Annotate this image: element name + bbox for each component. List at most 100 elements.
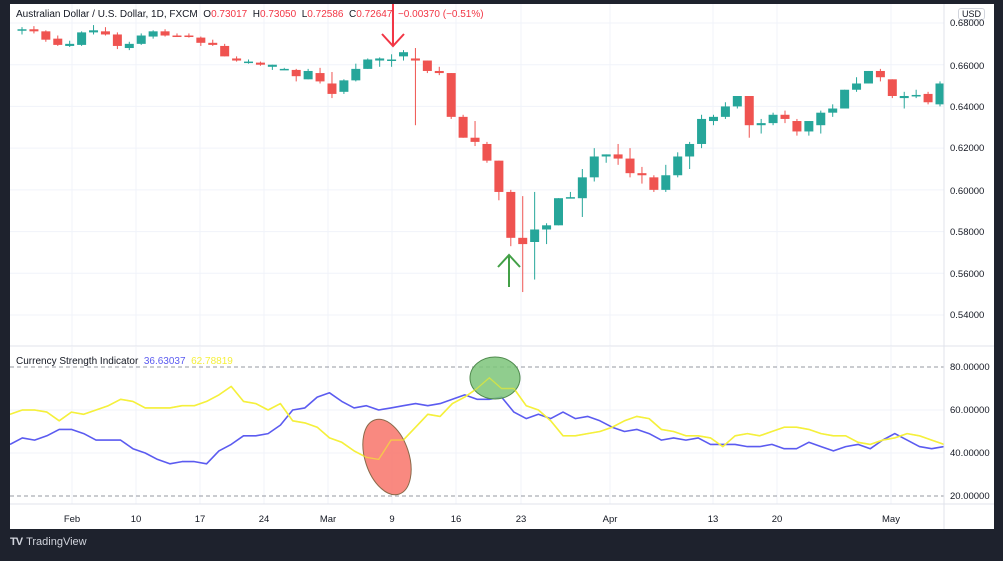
- symbol-title[interactable]: Australian Dollar / U.S. Dollar, 1D, FXC…: [16, 9, 198, 20]
- candle-body: [267, 64, 277, 67]
- candle-body: [792, 121, 802, 132]
- indicator-value-2: 62.78819: [191, 356, 233, 367]
- time-tick: 24: [258, 514, 270, 525]
- candle-body: [697, 118, 707, 144]
- candle-body: [112, 34, 122, 46]
- price-tick: 0.68000: [950, 18, 985, 29]
- time-tick: Feb: [63, 514, 81, 525]
- candle-body: [625, 158, 635, 174]
- chart-canvas[interactable]: [10, 4, 994, 529]
- candle-body: [518, 237, 528, 245]
- candle-body: [244, 61, 254, 64]
- indicator-title[interactable]: Currency Strength Indicator: [16, 356, 139, 367]
- candle-body: [148, 31, 158, 37]
- time-tick: 20: [771, 514, 783, 525]
- indicator-tick: 40.00000: [950, 448, 990, 459]
- candle-body: [446, 73, 456, 117]
- candle-body: [208, 42, 218, 45]
- candle-body: [470, 137, 480, 142]
- candle-body: [649, 177, 659, 190]
- candle-body: [160, 31, 170, 36]
- candle-body: [279, 68, 289, 71]
- candle-body: [875, 70, 885, 78]
- candle-body: [708, 116, 718, 122]
- time-tick: 23: [515, 514, 527, 525]
- price-tick: 0.56000: [950, 269, 985, 280]
- candle-body: [887, 79, 897, 96]
- candle-body: [77, 32, 87, 45]
- candle-body: [852, 83, 862, 90]
- candle-body: [387, 59, 397, 61]
- candlestick-series: [17, 25, 945, 293]
- candle-body: [923, 93, 933, 103]
- time-tick: Mar: [319, 514, 337, 525]
- candle-body: [553, 198, 563, 226]
- candle-body: [899, 96, 909, 99]
- candle-body: [935, 83, 945, 105]
- time-tick: 10: [130, 514, 142, 525]
- price-tick: 0.66000: [950, 61, 985, 72]
- candle-body: [685, 143, 695, 157]
- candle-body: [255, 62, 265, 65]
- footer-brand[interactable]: TV TradingView: [10, 536, 87, 548]
- candle-body: [565, 197, 575, 199]
- indicator-tick: 20.00000: [950, 491, 990, 502]
- low-value: 0.72586: [307, 9, 344, 20]
- indicator-tick: 80.00000: [950, 362, 990, 373]
- price-tick: 0.54000: [950, 310, 985, 321]
- time-tick: 17: [194, 514, 206, 525]
- candle-body: [530, 229, 540, 242]
- indicator-line-overlay: [10, 376, 945, 461]
- candle-body: [89, 30, 99, 33]
- indicator-value-1: 36.63037: [143, 356, 186, 367]
- candle-body: [220, 45, 230, 57]
- candle-body: [482, 143, 492, 161]
- candle-body: [768, 114, 778, 124]
- candle-body: [732, 96, 742, 107]
- brand-name: TradingView: [26, 536, 87, 548]
- candle-body: [375, 58, 385, 61]
- candle-body: [184, 35, 194, 38]
- candle-body: [410, 58, 420, 61]
- candle-body: [351, 68, 361, 81]
- change-value: −0.00370 (−0.51%): [397, 9, 484, 20]
- currency-badge[interactable]: USD: [958, 8, 986, 20]
- candle-body: [232, 58, 242, 61]
- time-tick: 9: [389, 514, 395, 525]
- grid-lines: [10, 4, 944, 504]
- arrow-down-icon: [381, 33, 405, 48]
- candle-body: [399, 52, 409, 57]
- candle-body: [327, 83, 337, 94]
- time-tick: May: [882, 514, 900, 525]
- time-tick: Apr: [602, 514, 618, 525]
- candle-body: [840, 89, 850, 109]
- candle-body: [363, 59, 373, 69]
- candle-body: [458, 116, 468, 138]
- indicator-tick: 60.00000: [950, 405, 990, 416]
- chart-frame: Australian Dollar / U.S. Dollar, 1D, FXC…: [10, 4, 994, 529]
- candle-body: [29, 29, 39, 32]
- candle-body: [339, 80, 349, 92]
- candle-body: [41, 31, 51, 40]
- candle-body: [673, 156, 683, 176]
- candle-body: [744, 96, 754, 126]
- candle-body: [661, 175, 671, 190]
- candle-body: [172, 35, 182, 38]
- time-tick: 16: [450, 514, 462, 525]
- arrow-up-icon: [497, 253, 521, 268]
- candle-body: [542, 225, 552, 230]
- price-tick: 0.58000: [950, 227, 985, 238]
- candle-body: [720, 106, 730, 117]
- candle-body: [65, 43, 75, 46]
- candle-body: [124, 43, 134, 49]
- candle-body: [780, 114, 790, 119]
- candle-body: [100, 31, 110, 35]
- candle-body: [17, 29, 27, 31]
- candle-body: [804, 121, 814, 132]
- price-tick: 0.64000: [950, 102, 985, 113]
- candle-body: [863, 70, 873, 84]
- price-tick: 0.62000: [950, 143, 985, 154]
- candle-body: [601, 154, 611, 157]
- highlight-ellipse-green: [469, 356, 521, 400]
- open-value: 0.73017: [211, 9, 248, 20]
